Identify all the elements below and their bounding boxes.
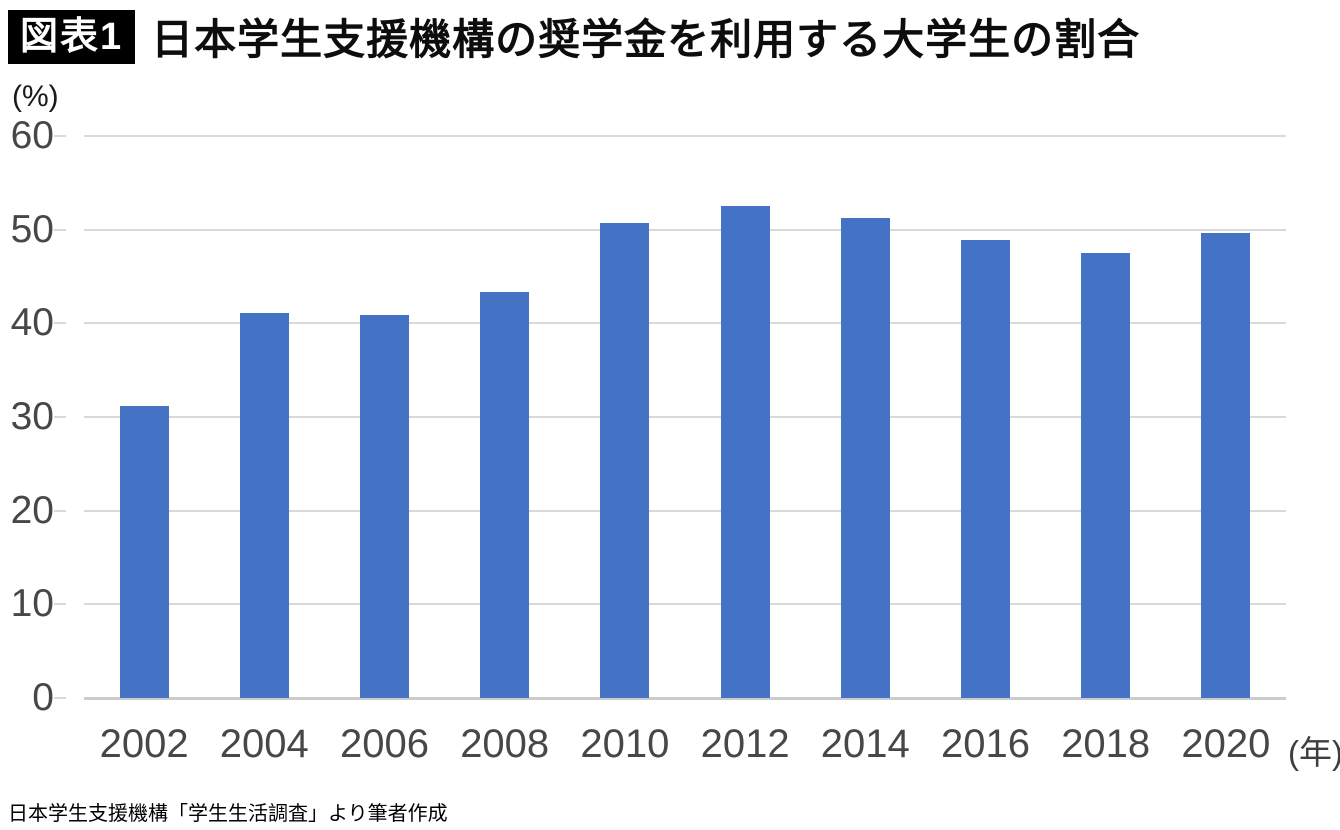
- x-tick-label: 2016: [940, 722, 1030, 766]
- y-axis-tick-mark: [54, 135, 66, 137]
- y-tick-label: 10: [10, 582, 54, 626]
- y-axis-tick-mark: [54, 697, 66, 699]
- y-axis-tick-mark: [54, 603, 66, 606]
- figure-title: 日本学生支援機構の奨学金を利用する大学生の割合: [151, 16, 1141, 63]
- y-tick-label: 50: [10, 207, 54, 251]
- bar: [840, 217, 890, 698]
- x-axis-unit-label: (年): [1288, 734, 1340, 771]
- x-tick-label: 2020: [1181, 722, 1271, 766]
- y-axis-tick-mark: [54, 228, 66, 231]
- x-tick-label: 2018: [1061, 722, 1151, 766]
- y-axis-unit-label: (%): [12, 80, 59, 113]
- y-tick-label: 20: [10, 488, 54, 532]
- y-tick-label: 40: [10, 301, 54, 345]
- x-tick-label: 2008: [460, 722, 550, 766]
- bar: [1081, 253, 1131, 698]
- bar: [119, 405, 169, 698]
- x-tick-label: 2012: [700, 722, 790, 766]
- bar: [1201, 233, 1251, 698]
- bar: [360, 314, 409, 698]
- gridline: [84, 135, 1286, 137]
- bar: [600, 223, 650, 698]
- y-tick-label: 60: [10, 114, 54, 157]
- y-tick-label: 0: [32, 676, 54, 719]
- x-tick-label: 2014: [820, 722, 910, 766]
- figure-number-badge: 図表1: [8, 9, 136, 64]
- gridline: [84, 603, 1286, 606]
- x-tick-label: 2004: [219, 722, 309, 766]
- x-tick-label: 2010: [580, 722, 670, 766]
- source-note: 日本学生支援機構「学生生活調査」より筆者作成: [8, 803, 448, 825]
- x-tick-label: 2006: [339, 722, 429, 766]
- x-axis-line: [84, 697, 1286, 700]
- figure-header: 図表1 日本学生支援機構の奨学金を利用する大学生の割合: [8, 6, 1140, 67]
- y-tick-label: 30: [10, 395, 54, 438]
- gridline: [84, 228, 1286, 231]
- bar: [239, 313, 289, 698]
- x-tick-label: 2002: [99, 722, 189, 766]
- bar: [480, 292, 530, 698]
- y-axis-tick-mark: [54, 322, 66, 325]
- gridline: [84, 322, 1286, 325]
- gridline: [84, 416, 1286, 418]
- bar: [720, 206, 770, 699]
- gridline: [84, 509, 1286, 512]
- bar: [961, 240, 1010, 698]
- y-axis-tick-mark: [54, 509, 66, 512]
- y-axis-tick-mark: [54, 416, 66, 418]
